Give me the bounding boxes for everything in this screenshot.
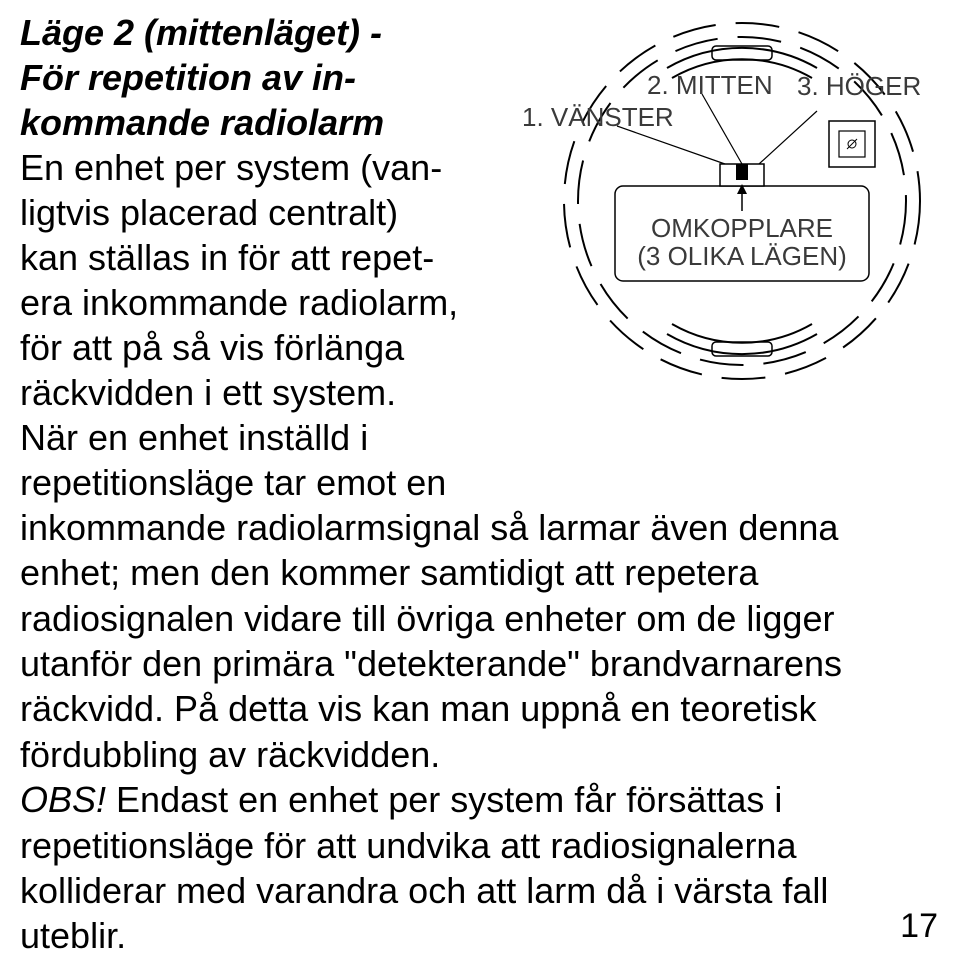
body-rest: inkommande radiolarmsignal så larmar äve… xyxy=(20,505,940,959)
diagram-box-line2: (3 OLIKA LÄGEN) xyxy=(625,242,859,271)
diagram-label-left: 1. VÄNSTER xyxy=(522,103,674,132)
diagram: 2. MITTEN 1. VÄNSTER 3. HÖGER OMKOPPLARE… xyxy=(467,16,942,386)
heading-line3: kommande radiolarm xyxy=(20,100,460,145)
page: Läge 2 (mittenläget) - För repetition av… xyxy=(0,0,960,952)
heading-line1: Läge 2 (mittenläget) - xyxy=(20,10,460,55)
body-rest-text: inkommande radiolarmsignal så larmar äve… xyxy=(20,507,842,775)
diagram-box-line1: OMKOPPLARE xyxy=(625,214,859,243)
heading-line2: För repetition av in- xyxy=(20,55,460,100)
obs-text: Endast en enhet per system får försättas… xyxy=(20,779,828,956)
page-number: 17 xyxy=(900,907,938,946)
heading: Läge 2 (mittenläget) - För repetition av… xyxy=(20,10,460,145)
diagram-label-right: 3. HÖGER xyxy=(797,72,921,101)
body-top-text: En enhet per system (van­ligtvis placera… xyxy=(20,145,460,505)
obs-label: OBS! xyxy=(20,779,106,820)
diagram-label-mid: 2. MITTEN xyxy=(647,71,773,100)
